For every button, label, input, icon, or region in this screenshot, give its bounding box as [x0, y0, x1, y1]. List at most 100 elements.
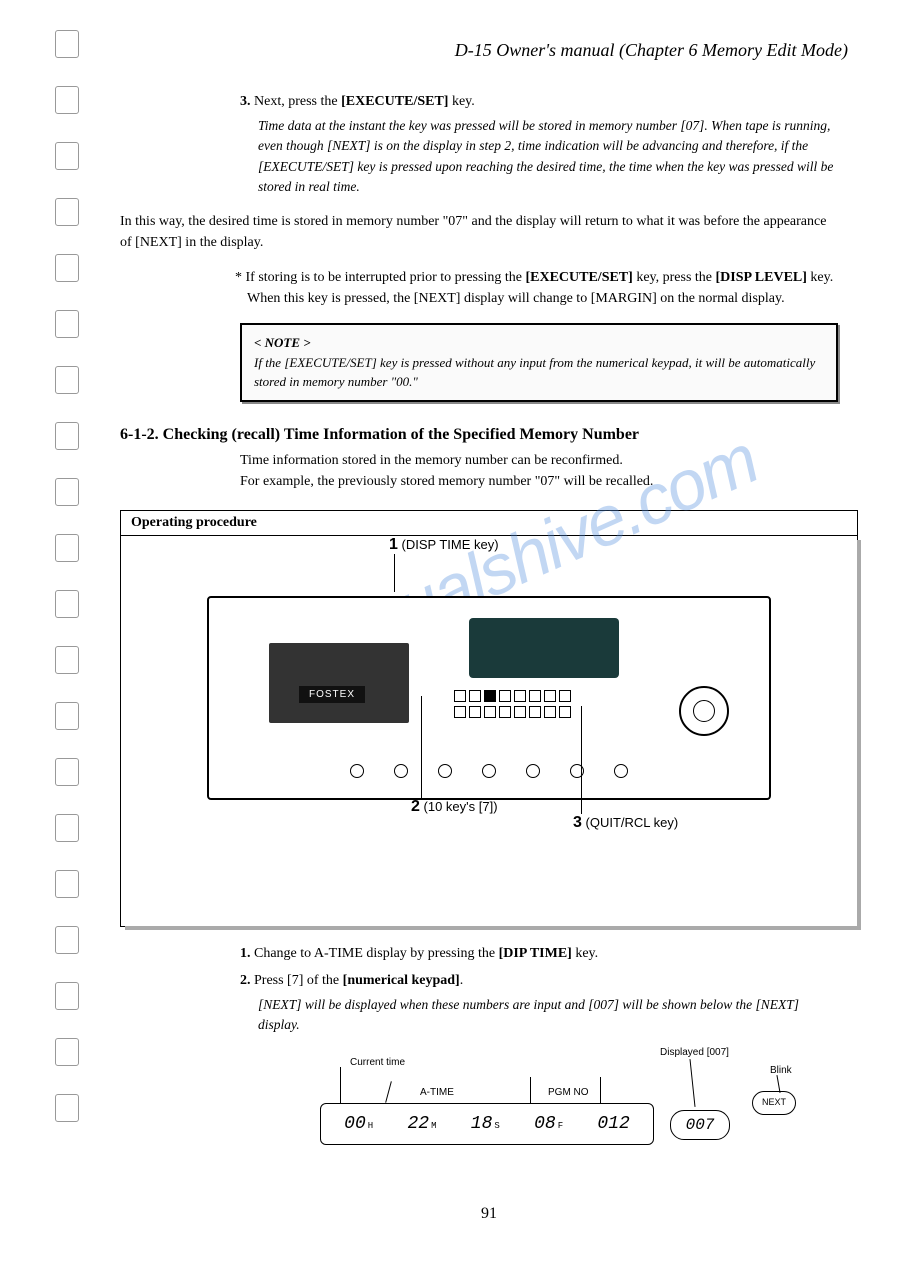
step-1-pre: Change to A-TIME display by pressing the [251, 946, 499, 961]
lcd-h: 00 [344, 1111, 366, 1138]
key-numerical-keypad: [numerical keypad] [343, 973, 460, 988]
device-lcd-screen [469, 618, 619, 678]
device-brand-label: FOSTEX [299, 686, 365, 703]
hole [55, 366, 79, 394]
device-keypad [454, 690, 571, 702]
hole [55, 534, 79, 562]
diag-line [600, 1077, 601, 1103]
key-execute-set: [EXECUTE/SET] [341, 94, 448, 109]
knob [482, 764, 496, 778]
section-para-1: Time information stored in the memory nu… [240, 450, 838, 471]
steps-list: 1. Change to A-TIME display by pressing … [240, 943, 838, 1176]
knob [394, 764, 408, 778]
knob [526, 764, 540, 778]
label-pgm-no: PGM NO [548, 1085, 589, 1100]
keypad-btn [499, 706, 511, 718]
section-intro: Time information stored in the memory nu… [240, 450, 838, 492]
hole [55, 478, 79, 506]
hole [55, 758, 79, 786]
diag-line [530, 1077, 531, 1103]
manual-page: manualshive.com D-15 Owner's manual (Cha… [0, 0, 918, 1263]
label-a-time: A-TIME [420, 1085, 454, 1100]
step-2-post: . [460, 973, 464, 988]
content-block: 3. Next, press the [EXECUTE/SET] key. Ti… [240, 91, 838, 402]
callout-3-line [581, 706, 582, 814]
hole [55, 1038, 79, 1066]
hole [55, 1094, 79, 1122]
diag-line [385, 1081, 392, 1103]
keypad-btn [529, 706, 541, 718]
hole [55, 198, 79, 226]
asterisk-mid: key, press the [633, 270, 716, 285]
keypad-btn [544, 690, 556, 702]
keypad-btn [514, 706, 526, 718]
jog-wheel [679, 686, 729, 736]
keypad-btn [484, 706, 496, 718]
page-number: 91 [120, 1205, 858, 1223]
device-drawing: FOSTEX [207, 596, 771, 800]
step-1-num: 1. [240, 946, 251, 961]
step-2-note: [NEXT] will be displayed when these numb… [258, 995, 838, 1036]
hole [55, 310, 79, 338]
callout-1: 1 (DISP TIME key) [389, 536, 499, 554]
lcd-m: 22 [407, 1111, 429, 1138]
keypad-btn [559, 690, 571, 702]
section-heading: 6-1-2. Checking (recall) Time Informatio… [120, 426, 858, 444]
step-1: 1. Change to A-TIME display by pressing … [240, 943, 838, 964]
step-2-num: 2. [240, 973, 251, 988]
asterisk-pre: * If storing is to be interrupted prior … [235, 270, 525, 285]
hole [55, 86, 79, 114]
keypad-btn [529, 690, 541, 702]
label-blink: Blink [770, 1063, 792, 1078]
hole [55, 254, 79, 282]
knob [438, 764, 452, 778]
knob [614, 764, 628, 778]
step-2: 2. Press [7] of the [numerical keypad]. … [240, 970, 838, 1036]
keypad-btn [514, 690, 526, 702]
lcd-f-unit: F [558, 1120, 563, 1134]
lcd-h-unit: H [368, 1120, 373, 1134]
lcd-m-unit: M [431, 1120, 436, 1134]
note-body: If the [EXECUTE/SET] key is pressed with… [254, 353, 824, 392]
lcd-s: 18 [471, 1111, 493, 1138]
step-2-pre: Press [7] of the [251, 973, 343, 988]
lcd-main-display: 00H 22M 18S 08F 012 [320, 1103, 654, 1145]
keypad-btn [454, 706, 466, 718]
key-execute-set-2: [EXECUTE/SET] [525, 270, 632, 285]
device-tape-panel [269, 643, 409, 723]
hole [55, 702, 79, 730]
hole [55, 142, 79, 170]
callout-3: 3 (QUIT/RCL key) [573, 814, 678, 832]
asterisk-note: * If storing is to be interrupted prior … [235, 267, 838, 309]
callout-2: 2 (10 key's [7]) [411, 798, 498, 816]
callout-2-line [421, 696, 422, 798]
hole [55, 590, 79, 618]
step-3: 3. Next, press the [EXECUTE/SET] key. Ti… [240, 91, 838, 197]
operating-procedure-box: Operating procedure 1 (DISP TIME key) FO… [120, 510, 858, 927]
hole [55, 422, 79, 450]
diag-line [340, 1067, 341, 1103]
hole [55, 870, 79, 898]
summary-paragraph: In this way, the desired time is stored … [120, 211, 838, 253]
operating-procedure-title: Operating procedure [121, 511, 857, 536]
display-diagram: Current time A-TIME PGM NO Displayed [00… [320, 1055, 838, 1175]
callout-1-label: (DISP TIME key) [402, 537, 499, 552]
callout-3-label: (QUIT/RCL key) [586, 815, 679, 830]
callout-2-label: (10 key's [7]) [424, 799, 498, 814]
callout-3-num: 3 [573, 814, 582, 831]
keypad-btn [544, 706, 556, 718]
hole [55, 982, 79, 1010]
device-illustration: 1 (DISP TIME key) FOSTEX [121, 536, 857, 926]
keypad-btn [469, 690, 481, 702]
step-text-post: key. [448, 94, 474, 109]
keypad-btn [484, 690, 496, 702]
hole [55, 646, 79, 674]
hole [55, 926, 79, 954]
lcd-s-unit: S [494, 1120, 499, 1134]
step-1-post: key. [572, 946, 598, 961]
step-number: 3. [240, 94, 251, 109]
hole [55, 814, 79, 842]
label-current-time: Current time [350, 1055, 405, 1070]
keypad-btn [499, 690, 511, 702]
device-keypad-2 [454, 706, 571, 718]
